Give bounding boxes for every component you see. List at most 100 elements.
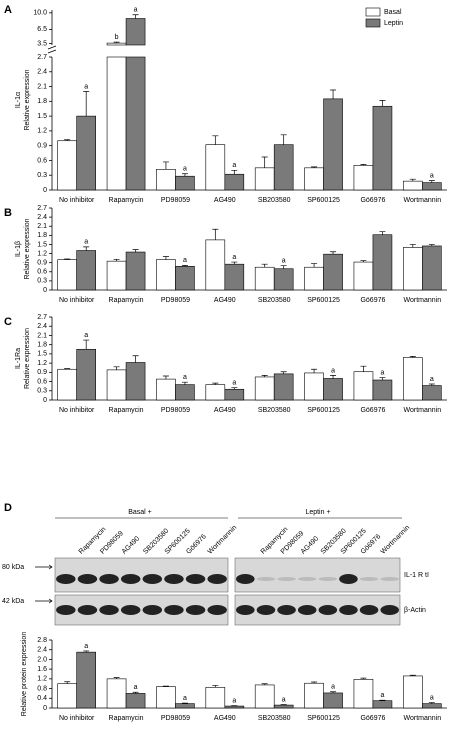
y-tick-label: 0.4 (37, 695, 47, 702)
error-bar (311, 166, 318, 168)
significance-letter: a (84, 332, 88, 339)
blot-band (142, 574, 163, 584)
significance-letter: a (183, 374, 187, 381)
significance-letter: a (183, 257, 187, 264)
legend-label: Leptin (384, 20, 403, 27)
y-tick-label: 2.4 (37, 69, 47, 76)
bar (57, 683, 77, 709)
bar (372, 700, 393, 709)
lane-label: AG490 (121, 535, 141, 555)
blot-band (120, 605, 141, 615)
legend-label: Basal (384, 9, 402, 16)
bar (304, 372, 324, 401)
bar (175, 703, 195, 709)
blot-band (256, 577, 276, 581)
y-axis-label: Relative expression (24, 69, 31, 130)
error-bar (330, 375, 337, 379)
x-tick-label: No inhibitor (59, 297, 95, 304)
error-bar (428, 702, 435, 704)
lane-label: Wortmannin (380, 524, 412, 556)
bar (304, 266, 324, 291)
bar (224, 173, 245, 191)
bar (403, 357, 423, 401)
panel-letter: C (4, 316, 12, 328)
blot-band (185, 574, 206, 584)
marker-arrow (35, 598, 53, 604)
significance-letter: a (232, 697, 236, 704)
significance-letter: a (331, 684, 335, 691)
x-tick-label: No inhibitor (59, 197, 95, 204)
bar (422, 245, 442, 291)
x-tick-label: Rapamycin (109, 407, 144, 414)
error-bar (311, 681, 318, 684)
y-tick-label: 1.5 (37, 113, 47, 120)
error-bar (162, 161, 169, 170)
error-bar (280, 371, 287, 374)
blot-band (185, 605, 206, 615)
error-bar (379, 99, 386, 107)
y-tick-label: 0.6 (37, 269, 47, 276)
y-axis-label: IL-1α (15, 92, 22, 108)
x-tick-label: Rapamycin (109, 197, 144, 204)
bar (125, 362, 146, 401)
blot-band (359, 577, 379, 581)
bar (273, 144, 294, 191)
x-tick-label: AG490 (214, 715, 236, 722)
bar (353, 371, 374, 401)
significance-letter: a (232, 380, 236, 387)
bar (372, 105, 393, 191)
bar (57, 259, 77, 291)
bar (254, 167, 275, 191)
bar (125, 693, 146, 709)
x-tick-label: PD98059 (161, 715, 190, 722)
error-bar (409, 355, 416, 358)
error-bar (379, 377, 386, 381)
blot-band (359, 605, 379, 615)
y-tick-label: 1.6 (37, 666, 47, 673)
error-bar (231, 261, 238, 265)
bar (224, 388, 245, 401)
band-label: β-Actin (404, 607, 426, 614)
blot-band (277, 605, 296, 615)
blot-band (120, 574, 141, 584)
upper-y-tick-label: 10.0 (33, 10, 47, 17)
y-tick-label: 0.6 (37, 157, 47, 164)
blot-membrane (54, 557, 229, 593)
error-bar (212, 382, 219, 385)
significance-letter: a (183, 166, 187, 173)
y-tick-label: 1.5 (37, 351, 47, 358)
error-bar (330, 691, 337, 693)
bar (224, 705, 245, 709)
error-bar (428, 180, 435, 183)
bar (175, 384, 195, 401)
x-tick-label: SP600125 (307, 407, 340, 414)
significance-letter: a (134, 684, 138, 691)
bar (106, 56, 127, 191)
y-tick-label: 1.2 (37, 250, 47, 257)
blot-band (236, 605, 255, 615)
x-tick-label: Wortmannin (404, 197, 442, 204)
x-tick-label: Gö6976 (360, 297, 385, 304)
bar (323, 253, 343, 291)
panel-letter: B (4, 207, 12, 219)
bar (57, 368, 77, 401)
y-axis-label: IL-1Ra (15, 348, 22, 369)
error-bar (409, 244, 416, 248)
x-tick-label: PD98059 (161, 407, 190, 414)
bar (205, 384, 226, 401)
bar-upper (106, 42, 127, 46)
blot-band (318, 577, 338, 581)
error-bar (212, 135, 219, 145)
bar (254, 376, 275, 401)
significance-letter: a (84, 83, 88, 90)
x-tick-label: AG490 (214, 407, 236, 414)
bar (156, 378, 176, 401)
x-tick-label: SB203580 (258, 715, 291, 722)
blot-band (236, 574, 255, 584)
bar (273, 373, 294, 401)
blot-band (142, 605, 163, 615)
bar (273, 704, 294, 709)
lane-label: Wortmannin (207, 524, 239, 556)
x-tick-label: Gö6976 (360, 197, 385, 204)
y-tick-label: 0.3 (37, 278, 47, 285)
